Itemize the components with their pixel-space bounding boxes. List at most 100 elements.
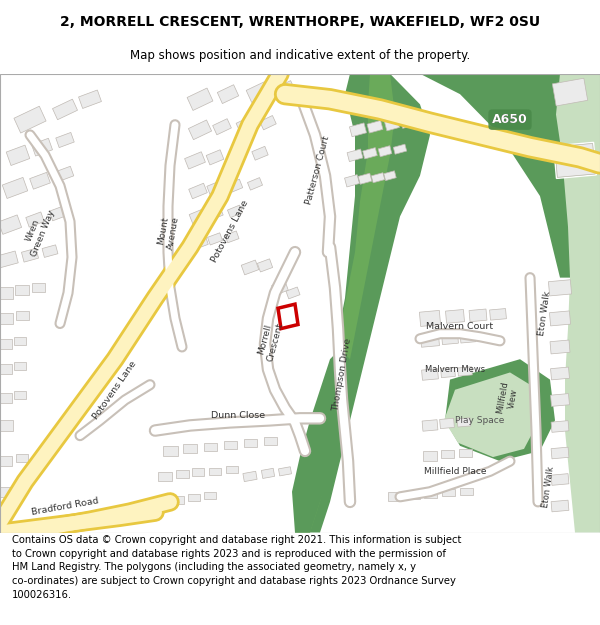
Bar xyxy=(551,500,569,512)
Polygon shape xyxy=(295,74,395,532)
Bar xyxy=(550,311,571,326)
Bar xyxy=(422,420,438,431)
Bar xyxy=(460,488,473,495)
Bar xyxy=(551,474,569,486)
Text: Map shows position and indicative extent of the property.: Map shows position and indicative extent… xyxy=(130,49,470,62)
Polygon shape xyxy=(295,74,430,532)
Bar xyxy=(371,173,385,182)
Bar xyxy=(0,215,22,234)
Bar xyxy=(56,132,74,148)
Bar xyxy=(14,106,46,133)
Bar xyxy=(188,120,212,139)
Bar xyxy=(262,468,275,479)
Bar xyxy=(192,235,208,249)
Bar xyxy=(440,368,455,378)
Bar xyxy=(422,369,439,380)
Bar xyxy=(29,173,50,189)
Bar xyxy=(223,441,236,449)
Bar xyxy=(551,421,569,432)
Bar xyxy=(344,174,359,187)
Bar xyxy=(56,166,74,181)
Bar xyxy=(407,491,419,499)
Text: Millfield
View: Millfield View xyxy=(496,380,520,416)
Bar xyxy=(225,231,239,242)
Bar xyxy=(32,283,44,292)
Bar xyxy=(153,498,167,506)
Bar xyxy=(551,367,569,380)
Bar xyxy=(26,212,44,227)
Bar xyxy=(22,248,38,262)
Text: Morrell
Crescent: Morrell Crescent xyxy=(256,319,284,362)
Bar xyxy=(0,393,12,403)
Bar xyxy=(185,152,205,169)
Text: Potovens Lane: Potovens Lane xyxy=(210,199,250,264)
Bar xyxy=(229,148,247,162)
Bar xyxy=(286,287,300,299)
Bar xyxy=(187,88,213,111)
Bar xyxy=(163,446,178,456)
Bar xyxy=(207,181,223,195)
Bar xyxy=(393,144,407,154)
Text: Eton Walk: Eton Walk xyxy=(541,466,556,508)
Text: Eton Walk: Eton Walk xyxy=(538,291,553,336)
Bar xyxy=(551,394,569,406)
Bar xyxy=(378,146,392,157)
Bar xyxy=(442,333,458,344)
Bar xyxy=(419,311,440,326)
Bar xyxy=(421,334,439,348)
Bar xyxy=(0,339,12,349)
Bar xyxy=(246,82,270,102)
Bar xyxy=(217,85,239,104)
Polygon shape xyxy=(292,349,355,532)
Bar xyxy=(176,471,188,479)
Bar xyxy=(367,121,383,133)
Bar xyxy=(241,260,259,275)
Polygon shape xyxy=(430,74,600,196)
Bar xyxy=(227,205,242,217)
Bar xyxy=(490,309,506,320)
Bar xyxy=(158,472,172,481)
Bar xyxy=(49,206,67,221)
Bar xyxy=(227,179,243,192)
Bar xyxy=(0,287,13,299)
Bar xyxy=(6,145,30,166)
Bar xyxy=(226,466,238,473)
Text: Malvern Court: Malvern Court xyxy=(427,322,494,331)
Bar xyxy=(2,177,28,199)
Text: Contains OS data © Crown copyright and database right 2021. This information is : Contains OS data © Crown copyright and d… xyxy=(12,535,461,599)
Bar xyxy=(207,206,223,221)
Bar xyxy=(243,471,257,482)
Bar xyxy=(212,119,232,135)
Bar xyxy=(0,420,13,431)
Bar xyxy=(208,232,223,245)
Bar xyxy=(440,418,454,429)
Bar xyxy=(272,281,288,295)
Bar xyxy=(550,340,570,354)
Bar xyxy=(347,149,363,162)
Bar xyxy=(52,99,77,120)
Bar xyxy=(555,144,595,177)
Bar xyxy=(0,312,13,324)
Bar xyxy=(274,81,296,99)
Bar xyxy=(385,119,400,131)
Bar xyxy=(0,364,12,374)
Bar xyxy=(278,467,292,476)
Bar xyxy=(362,148,377,159)
Bar xyxy=(247,177,263,190)
Bar xyxy=(349,123,367,137)
Bar xyxy=(16,454,28,462)
Text: Thompson Drive: Thompson Drive xyxy=(331,338,353,412)
Bar xyxy=(0,456,12,466)
Bar xyxy=(31,138,53,156)
Bar xyxy=(446,309,464,323)
Bar xyxy=(189,183,207,199)
Polygon shape xyxy=(320,74,600,278)
Bar xyxy=(0,251,18,268)
Bar xyxy=(189,209,207,224)
Text: Wren
Green Way: Wren Green Way xyxy=(20,205,56,258)
Bar xyxy=(244,439,257,447)
Text: Malvern Mews: Malvern Mews xyxy=(425,365,485,374)
Text: A650: A650 xyxy=(492,113,528,126)
Bar xyxy=(401,117,415,128)
Bar xyxy=(170,496,184,504)
